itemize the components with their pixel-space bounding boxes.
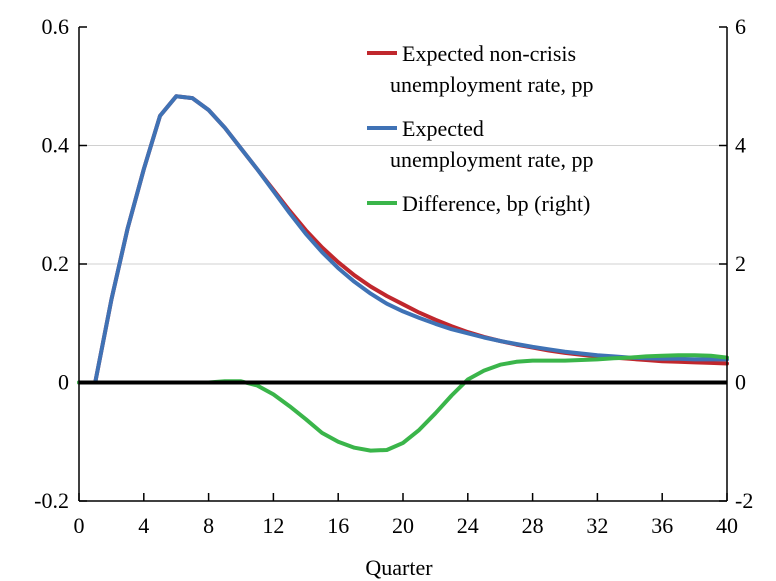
y-tick-label-left-0: -0.2: [34, 488, 69, 513]
y-tick-label-right-1: 0: [735, 370, 746, 395]
x-tick-label-1: 4: [138, 513, 149, 538]
legend-label-1-1: unemployment rate, pp: [390, 147, 593, 172]
x-tick-label-5: 20: [392, 513, 414, 538]
y-tick-label-right-4: 6: [735, 14, 746, 39]
series-line-2: [77, 353, 729, 453]
grid-layer: [79, 145, 727, 383]
y-tick-label-right-3: 4: [735, 133, 746, 158]
x-tick-label-4: 16: [327, 513, 349, 538]
legend-label-0-0: Expected non-crisis: [402, 41, 576, 66]
y-tick-label-left-1: 0: [58, 370, 69, 395]
legend-entry-2: Difference, bp (right): [367, 191, 590, 216]
x-tick-label-0: 0: [74, 513, 85, 538]
legend-label-2-0: Difference, bp (right): [402, 191, 590, 216]
x-tick-label-8: 32: [586, 513, 608, 538]
legend: Expected non-crisis unemployment rate, pp…: [367, 41, 593, 216]
legend-entry-0: Expected non-crisis unemployment rate, pp: [367, 41, 593, 97]
x-axis-title: Quarter: [365, 555, 433, 580]
y-tick-label-right-0: -2: [735, 488, 753, 513]
x-tick-label-9: 36: [651, 513, 673, 538]
y-tick-label-left-2: 0.2: [42, 251, 70, 276]
legend-label-0-1: unemployment rate, pp: [390, 72, 593, 97]
x-tick-label-6: 24: [457, 513, 479, 538]
y-tick-label-right-2: 2: [735, 251, 746, 276]
legend-entry-1: Expected unemployment rate, pp: [367, 116, 593, 172]
y-tick-label-left-3: 0.4: [42, 133, 70, 158]
x-tick-label-7: 28: [522, 513, 544, 538]
x-tick-label-10: 40: [716, 513, 738, 538]
y-tick-label-left-4: 0.6: [42, 14, 70, 39]
legend-label-1-0: Expected: [402, 116, 484, 141]
plot-frame: [78, 26, 728, 502]
x-tick-label-2: 8: [203, 513, 214, 538]
x-tick-label-3: 12: [262, 513, 284, 538]
